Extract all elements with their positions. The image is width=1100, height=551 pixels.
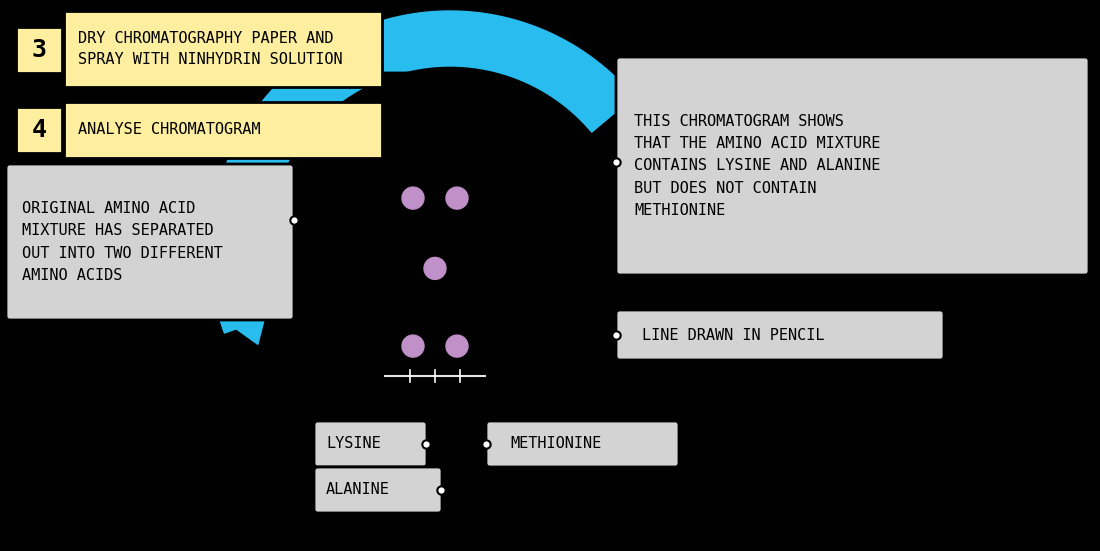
Text: 4: 4 xyxy=(32,118,46,142)
Text: DRY CHROMATOGRAPHY PAPER AND
SPRAY WITH NINHYDRIN SOLUTION: DRY CHROMATOGRAPHY PAPER AND SPRAY WITH … xyxy=(78,31,342,67)
Circle shape xyxy=(446,187,468,209)
Text: ORIGINAL AMINO ACID
MIXTURE HAS SEPARATED
OUT INTO TWO DIFFERENT
AMINO ACIDS: ORIGINAL AMINO ACID MIXTURE HAS SEPARATE… xyxy=(22,201,222,283)
Circle shape xyxy=(424,257,446,279)
Text: ALANINE: ALANINE xyxy=(326,483,389,498)
Text: LINE DRAWN IN PENCIL: LINE DRAWN IN PENCIL xyxy=(642,327,825,343)
FancyBboxPatch shape xyxy=(616,310,944,360)
FancyBboxPatch shape xyxy=(16,27,62,73)
FancyBboxPatch shape xyxy=(616,57,1089,275)
FancyBboxPatch shape xyxy=(314,421,427,467)
Text: 3: 3 xyxy=(32,38,46,62)
FancyBboxPatch shape xyxy=(314,467,442,513)
Text: METHIONINE: METHIONINE xyxy=(510,436,602,451)
FancyBboxPatch shape xyxy=(16,107,62,153)
Text: ANALYSE CHROMATOGRAM: ANALYSE CHROMATOGRAM xyxy=(78,122,261,138)
FancyBboxPatch shape xyxy=(64,102,382,158)
FancyBboxPatch shape xyxy=(486,421,679,467)
Polygon shape xyxy=(183,254,280,344)
Text: THIS CHROMATOGRAM SHOWS
THAT THE AMINO ACID MIXTURE
CONTAINS LYSINE AND ALANINE
: THIS CHROMATOGRAM SHOWS THAT THE AMINO A… xyxy=(634,114,880,218)
Circle shape xyxy=(402,187,424,209)
FancyBboxPatch shape xyxy=(64,11,382,87)
Circle shape xyxy=(446,335,468,357)
FancyBboxPatch shape xyxy=(382,73,488,449)
Polygon shape xyxy=(210,11,634,333)
Circle shape xyxy=(402,335,424,357)
Text: LYSINE: LYSINE xyxy=(326,436,381,451)
FancyBboxPatch shape xyxy=(6,164,294,320)
